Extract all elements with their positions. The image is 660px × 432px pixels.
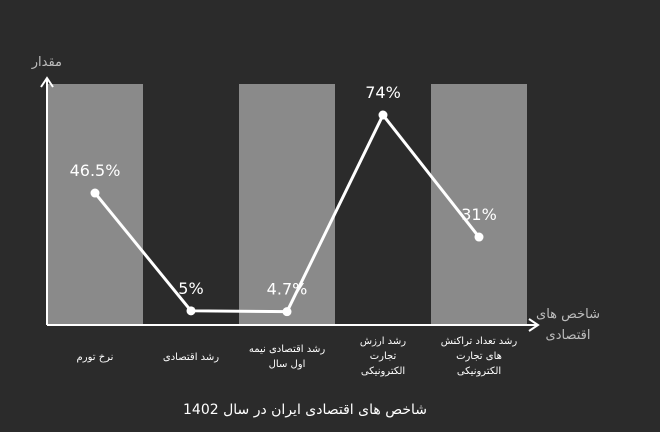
x-axis-arrow <box>528 318 540 332</box>
data-label: 31% <box>461 205 497 224</box>
data-label: 46.5% <box>70 161 121 180</box>
x-tick-labels: نرخ تورم رشد اقتصادی رشد اقتصادی نیمه اول س… <box>77 336 518 377</box>
axes <box>40 76 540 332</box>
data-point <box>282 307 292 317</box>
data-label: 74% <box>365 83 401 102</box>
data-label: 4.7% <box>267 280 308 299</box>
x-tick-label: نرخ تورم <box>77 352 114 363</box>
x-tick-label: رشد اقتصادی نیمه اول سال <box>249 344 326 370</box>
data-point <box>90 188 100 198</box>
category-bands <box>47 84 527 325</box>
data-point <box>474 232 484 242</box>
x-axis-label: شاخص های اقتصادی <box>536 307 600 343</box>
y-axis-arrow <box>40 76 54 88</box>
chart-title: شاخص های اقتصادی ایران در سال 1402 <box>183 402 427 418</box>
data-label: 5% <box>178 279 203 298</box>
category-band <box>431 84 527 325</box>
x-tick-label: رشد ارزش تجارت الکترونیکی <box>360 336 406 377</box>
x-tick-label: رشد تعداد تراکنش های تجارت الکترونیکی <box>441 336 518 377</box>
y-axis-label: مقدار <box>31 55 62 70</box>
data-point <box>186 306 196 316</box>
category-band <box>239 84 335 325</box>
data-point <box>378 110 388 120</box>
x-tick-label: رشد اقتصادی <box>163 352 219 363</box>
series-line-group: 46.5% 5% 4.7% 74% 31% <box>70 83 497 317</box>
category-band <box>47 84 143 325</box>
